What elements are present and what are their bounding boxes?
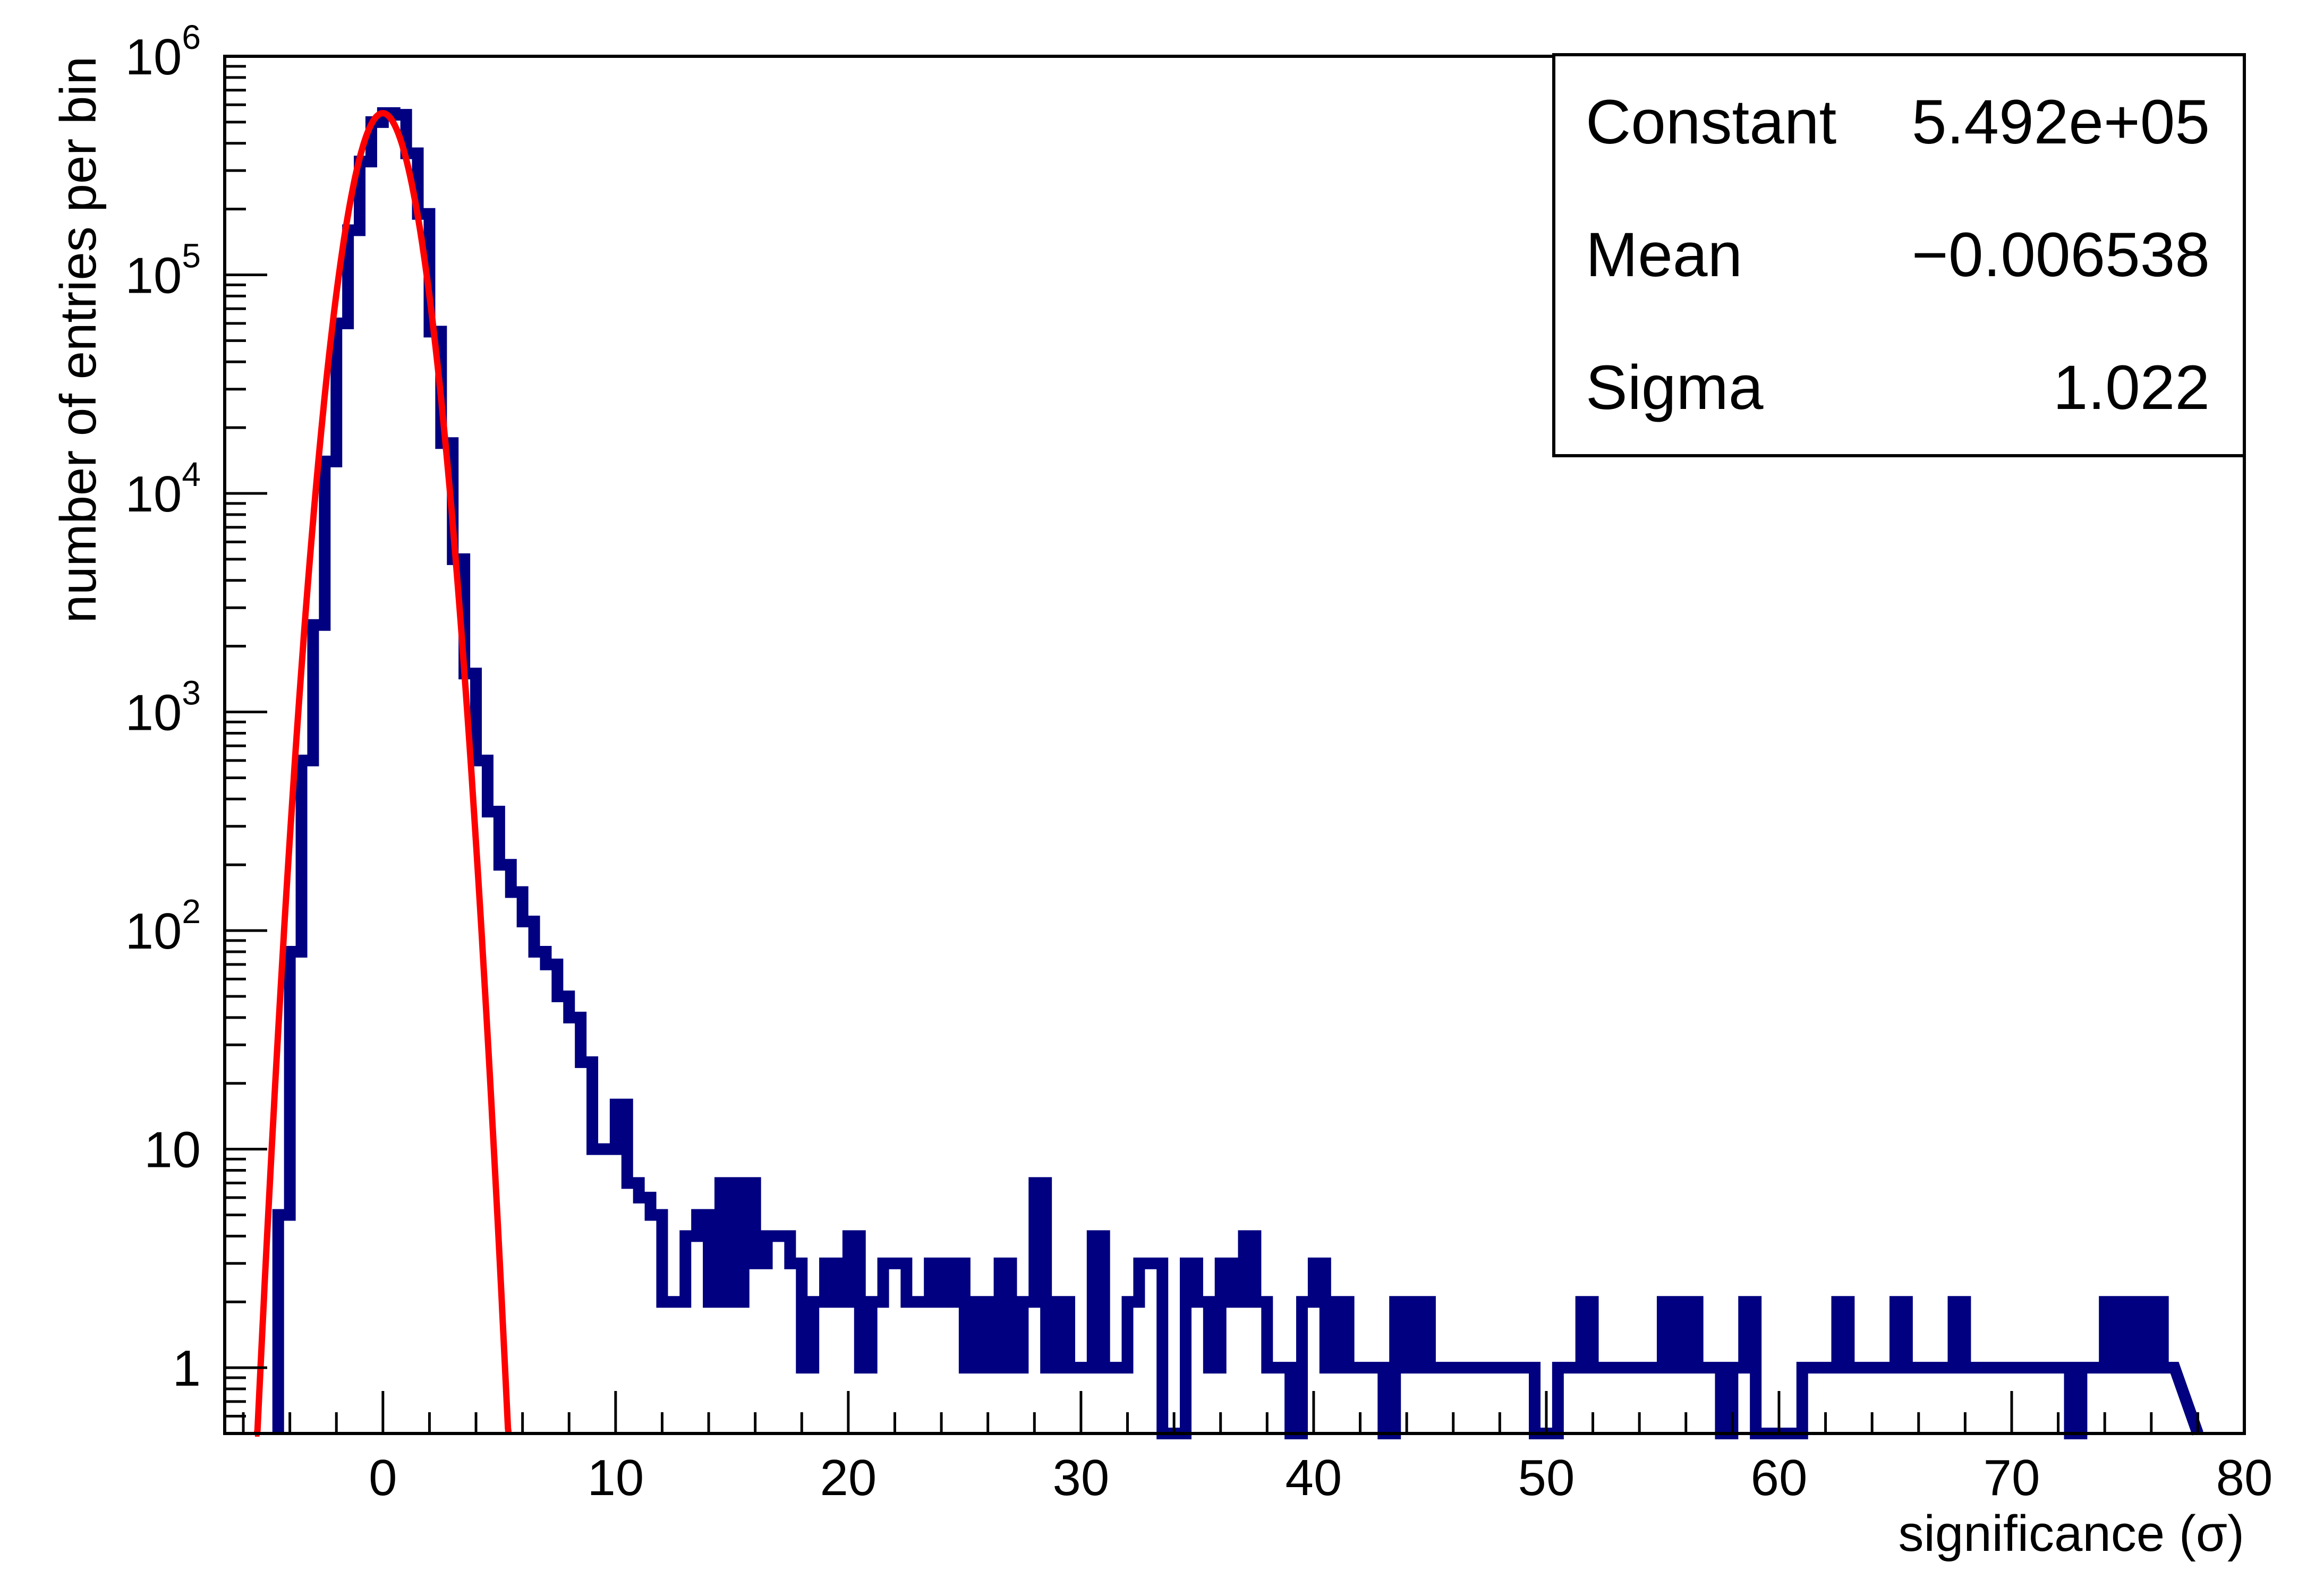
stat-value-constant: 5.492e+05 <box>1912 87 2210 157</box>
y-tick-label: 1 <box>173 1340 201 1397</box>
histogram-layer <box>272 107 2203 1439</box>
x-tick-label: 80 <box>2216 1449 2273 1506</box>
fit-stats-box: Constant 5.492e+05 Mean −0.006538 Sigma … <box>1552 53 2246 457</box>
y-tick-label: 102 <box>125 892 201 960</box>
x-tick-label: 60 <box>1751 1449 1808 1506</box>
stat-name-sigma: Sigma <box>1586 353 1764 423</box>
y-tick-label: 105 <box>125 237 201 304</box>
x-tick-label: 30 <box>1053 1449 1110 1506</box>
x-tick-label: 20 <box>820 1449 876 1506</box>
stat-name-mean: Mean <box>1586 220 1742 290</box>
x-tick-label: 50 <box>1518 1449 1575 1506</box>
gaussian-fit-line <box>253 110 512 1437</box>
y-tick-label: 103 <box>125 674 201 741</box>
y-tick-label: 10 <box>144 1122 201 1179</box>
x-tick-label: 40 <box>1286 1449 1342 1506</box>
x-axis-ticks: 0 10 20 30 40 50 60 70 80 <box>242 1391 2273 1506</box>
fit-layer <box>253 110 512 1437</box>
stat-value-mean: −0.006538 <box>1912 220 2210 290</box>
x-axis-title: significance (σ) <box>1899 1505 2244 1562</box>
x-tick-label: 70 <box>1984 1449 2040 1506</box>
stats-box-frame <box>1552 53 2246 457</box>
stat-name-constant: Constant <box>1586 87 1836 157</box>
histogram-outline <box>272 107 2203 1439</box>
y-axis-title: number of entries per bin <box>50 56 107 623</box>
x-tick-label: 10 <box>587 1449 644 1506</box>
x-tick-label: 0 <box>369 1449 397 1506</box>
y-tick-label: 104 <box>125 455 201 523</box>
y-axis-ticks: 1 10 102 103 104 105 106 <box>125 18 267 1435</box>
stat-value-sigma: 1.022 <box>2053 353 2210 423</box>
y-tick-label: 106 <box>125 18 201 86</box>
